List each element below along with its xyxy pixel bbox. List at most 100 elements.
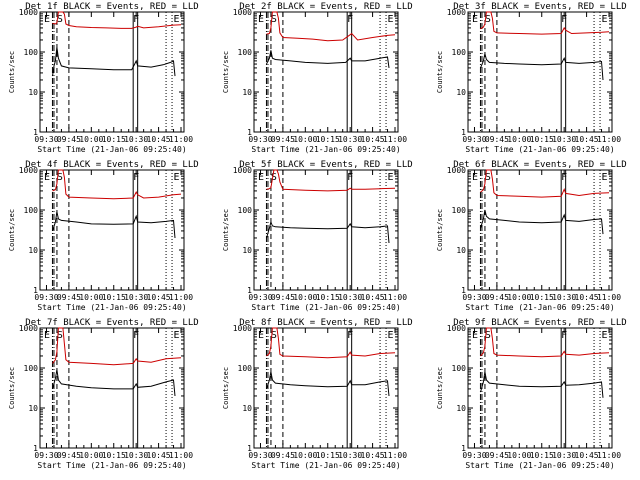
x-tick-label: 10:45 — [361, 451, 385, 460]
x-tick-label: 11:00 — [169, 135, 193, 144]
detector-panel-3: Det 3f BLACK = Events, RED = LLD 1 10 100 10… — [436, 2, 627, 154]
panel-title: Det 1f BLACK = Events, RED = LLD — [25, 2, 198, 12]
region-label: F — [347, 330, 353, 341]
region-label: S — [485, 330, 491, 341]
series-line-events — [480, 209, 604, 235]
y-tick-label: 10 — [456, 246, 466, 255]
region-label: E — [472, 14, 478, 25]
x-tick-label: 09:45 — [485, 135, 509, 144]
y-tick-label: 100 — [24, 206, 39, 215]
y-axis-label: Counts/sec — [8, 367, 16, 409]
x-tick-label: 09:30 — [34, 135, 58, 144]
x-tick-label: 09:30 — [248, 451, 272, 460]
x-tick-label: 10:15 — [102, 293, 126, 302]
x-tick-label: 09:30 — [34, 451, 58, 460]
region-label: E — [258, 172, 264, 183]
region-label: S — [271, 14, 277, 25]
y-tick-label: 1 — [247, 286, 252, 295]
x-tick-label: 09:45 — [485, 451, 509, 460]
x-axis-label: Start Time (21-Jan-06 09:25:40) — [251, 303, 400, 312]
region-label: E — [174, 330, 180, 341]
y-tick-label: 10 — [28, 404, 38, 413]
x-axis-label: Start Time (21-Jan-06 09:25:40) — [37, 303, 186, 312]
region-label: S — [485, 172, 491, 183]
x-tick-label: 11:00 — [597, 451, 621, 460]
y-tick-label: 10 — [242, 404, 252, 413]
series-line-lld — [52, 327, 182, 366]
y-tick-label: 1000 — [233, 166, 252, 175]
x-tick-label: 10:30 — [124, 135, 148, 144]
y-tick-label: 1 — [461, 286, 466, 295]
x-tick-label: 09:45 — [57, 135, 81, 144]
x-tick-label: 11:00 — [383, 135, 407, 144]
y-tick-label: 100 — [452, 206, 467, 215]
x-tick-label: 09:30 — [462, 451, 486, 460]
region-label: E — [174, 14, 180, 25]
y-axis-label: Counts/sec — [436, 367, 444, 409]
x-tick-label: 10:45 — [361, 135, 385, 144]
y-tick-label: 1000 — [19, 8, 38, 17]
region-label: E — [44, 172, 50, 183]
x-tick-label: 09:45 — [271, 293, 295, 302]
x-tick-label: 09:30 — [248, 135, 272, 144]
detector-panel-6: Det 6f BLACK = Events, RED = LLD 1 10 100 10… — [436, 160, 627, 312]
x-tick-label: 09:45 — [271, 451, 295, 460]
x-tick-label: 10:30 — [552, 451, 576, 460]
x-tick-label: 10:15 — [102, 451, 126, 460]
panel-title: Det 4f BLACK = Events, RED = LLD — [25, 160, 198, 170]
detector-panel-7: Det 7f BLACK = Events, RED = LLD 1 10 100 10… — [8, 318, 199, 470]
y-tick-label: 100 — [238, 206, 253, 215]
x-tick-label: 10:45 — [147, 135, 171, 144]
x-tick-label: 11:00 — [597, 293, 621, 302]
x-tick-label: 11:00 — [383, 451, 407, 460]
region-label: F — [561, 14, 567, 25]
y-tick-label: 1000 — [447, 324, 466, 333]
region-label: F — [133, 172, 139, 183]
x-tick-label: 10:45 — [361, 293, 385, 302]
region-label: E — [388, 172, 394, 183]
x-tick-label: 10:45 — [575, 293, 599, 302]
y-tick-label: 10 — [456, 88, 466, 97]
series-line-events — [480, 371, 604, 398]
x-tick-label: 09:45 — [485, 293, 509, 302]
panel-title: Det 3f BLACK = Events, RED = LLD — [453, 2, 626, 12]
panel-title: Det 7f BLACK = Events, RED = LLD — [25, 318, 198, 328]
x-tick-label: 10:15 — [316, 135, 340, 144]
series-line-lld — [266, 327, 396, 359]
region-label: E — [602, 330, 608, 341]
x-tick-label: 10:30 — [552, 135, 576, 144]
plot-frame — [39, 327, 185, 449]
region-label: S — [57, 172, 63, 183]
series-line-lld — [480, 327, 610, 358]
series-line-events — [52, 211, 176, 239]
y-axis-label: Counts/sec — [222, 51, 230, 93]
panel-title: Det 6f BLACK = Events, RED = LLD — [453, 160, 626, 170]
detector-panel-2: Det 2f BLACK = Events, RED = LLD 1 10 100 10… — [222, 2, 413, 154]
region-label: E — [174, 172, 180, 183]
plot-frame — [39, 169, 185, 291]
y-axis-label: Counts/sec — [8, 51, 16, 93]
series-line-lld — [266, 11, 396, 42]
y-tick-label: 1000 — [447, 166, 466, 175]
y-tick-label: 100 — [452, 48, 467, 57]
series-line-events — [480, 53, 604, 81]
region-label: S — [271, 172, 277, 183]
y-axis-label: Counts/sec — [8, 209, 16, 251]
series-line-lld — [266, 169, 396, 192]
x-tick-label: 09:30 — [34, 293, 58, 302]
y-tick-label: 10 — [456, 404, 466, 413]
x-axis-label: Start Time (21-Jan-06 09:25:40) — [37, 461, 186, 470]
plot-frame — [253, 11, 399, 133]
series-line-events — [266, 371, 390, 397]
region-label: F — [561, 330, 567, 341]
x-tick-label: 10:30 — [552, 293, 576, 302]
y-tick-label: 1000 — [19, 324, 38, 333]
panel-title: Det 2f BLACK = Events, RED = LLD — [239, 2, 412, 12]
region-label: S — [485, 14, 491, 25]
x-tick-label: 10:00 — [293, 293, 317, 302]
x-tick-label: 10:30 — [338, 135, 362, 144]
x-tick-label: 10:00 — [507, 135, 531, 144]
series-line-events — [266, 50, 390, 68]
x-axis-label: Start Time (21-Jan-06 09:25:40) — [251, 145, 400, 154]
